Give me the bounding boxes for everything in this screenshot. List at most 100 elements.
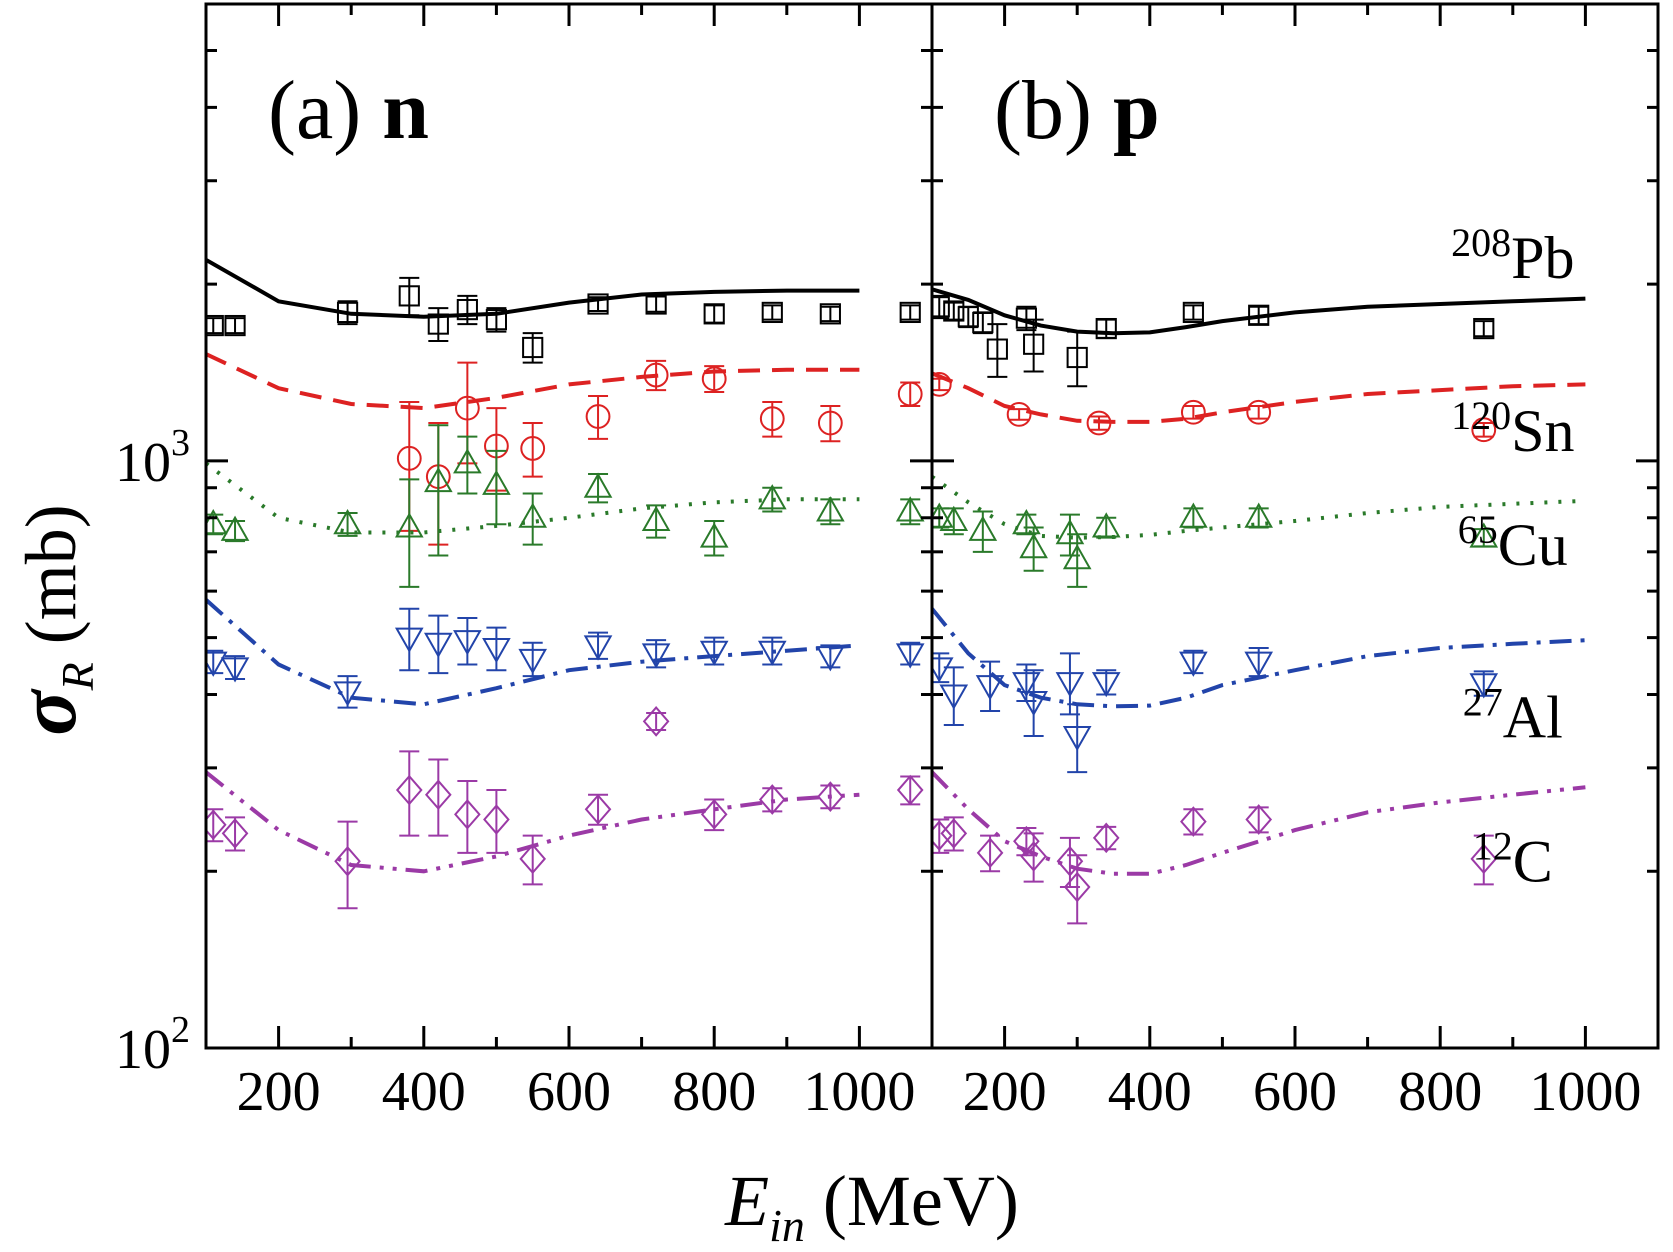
data-point-27Al xyxy=(1244,651,1274,677)
nuclide-label-120Sn: 120Sn xyxy=(1451,393,1574,464)
data-point-27Al xyxy=(1062,725,1092,752)
y-tick-base: 10 xyxy=(115,432,171,494)
data-point-120Sn xyxy=(585,404,611,429)
data-point-27Al xyxy=(333,681,362,707)
data-point-27Al xyxy=(1179,651,1208,677)
data-point-65Cu xyxy=(968,515,998,541)
x-tick-label: 200 xyxy=(963,1061,1047,1123)
data-point-12C xyxy=(758,784,786,815)
nuclide-symbol: Al xyxy=(1503,684,1563,750)
data-point-12C xyxy=(642,706,670,737)
x-axis-symbol: E xyxy=(724,1161,769,1241)
data-point-65Cu xyxy=(1012,509,1041,535)
curve-208Pb xyxy=(206,258,860,319)
data-point-120Sn xyxy=(1180,399,1206,425)
data-point-65Cu xyxy=(1019,532,1048,559)
data-point-208Pb xyxy=(398,285,420,307)
data-point-27Al xyxy=(1469,673,1499,699)
data-point-120Sn xyxy=(520,436,546,461)
y-tick-label: 103 xyxy=(115,422,190,494)
x-tick-label: 800 xyxy=(1398,1061,1482,1123)
x-tick-label: 1000 xyxy=(803,1061,915,1123)
data-point-208Pb xyxy=(932,296,950,318)
x-tick-label: 600 xyxy=(1253,1061,1337,1123)
data-point-12C xyxy=(1020,841,1047,872)
data-point-12C xyxy=(221,818,249,849)
data-point-12C xyxy=(454,799,481,830)
data-point-27Al xyxy=(394,627,424,653)
data-point-65Cu xyxy=(1179,502,1208,528)
data-point-65Cu xyxy=(1469,522,1499,548)
series-208Pb-b xyxy=(932,287,1586,388)
data-point-12C xyxy=(395,774,423,806)
x-tick-label: 600 xyxy=(527,1061,611,1123)
data-point-12C xyxy=(206,809,227,841)
data-point-120Sn xyxy=(759,406,785,432)
x-axis-subscript: in xyxy=(769,1200,805,1247)
data-point-27Al xyxy=(975,675,1005,701)
panel-data-a xyxy=(206,258,925,910)
data-point-12C xyxy=(940,818,968,849)
data-point-12C xyxy=(700,799,728,830)
data-point-65Cu xyxy=(453,448,482,474)
data-point-65Cu xyxy=(1062,543,1092,570)
data-point-27Al xyxy=(1055,672,1085,698)
x-axis-unit: (MeV) xyxy=(805,1161,1019,1241)
x-tick-label: 1000 xyxy=(1529,1061,1641,1123)
x-axis-title: Ein (MeV) xyxy=(724,1161,1019,1247)
data-point-27Al xyxy=(518,648,548,675)
panel-label-letter: n xyxy=(382,64,429,157)
panel-label-paren: (b) xyxy=(994,64,1113,157)
data-point-208Pb xyxy=(1023,333,1045,355)
data-point-208Pb xyxy=(1095,317,1117,340)
data-point-27Al xyxy=(699,640,729,666)
data-point-208Pb xyxy=(206,314,224,337)
data-point-65Cu xyxy=(641,505,671,531)
data-point-65Cu xyxy=(394,512,424,538)
nuclide-label-27Al: 27Al xyxy=(1463,679,1563,750)
nuclide-label-12C: 12C xyxy=(1473,824,1553,895)
x-tick-label: 200 xyxy=(237,1061,321,1123)
nuclide-mass-number: 120 xyxy=(1451,393,1511,438)
data-point-120Sn xyxy=(454,395,480,421)
nuclide-symbol: C xyxy=(1513,829,1553,895)
series-65Cu-b xyxy=(932,475,1586,588)
data-point-65Cu xyxy=(1055,519,1085,545)
data-point-208Pb xyxy=(761,301,783,324)
data-point-208Pb xyxy=(986,338,1008,360)
x-tick-label: 400 xyxy=(382,1061,466,1123)
data-point-12C xyxy=(1180,806,1207,837)
series-12C-b xyxy=(932,770,1586,925)
data-point-12C xyxy=(1470,843,1498,875)
data-point-208Pb xyxy=(456,298,478,321)
data-point-208Pb xyxy=(1473,317,1495,340)
nuclide-label-208Pb: 208Pb xyxy=(1451,220,1574,291)
data-point-208Pb xyxy=(1015,307,1037,329)
data-point-208Pb xyxy=(224,314,246,337)
data-point-208Pb xyxy=(522,336,544,359)
data-point-12C xyxy=(932,820,953,851)
y-tick-exponent: 3 xyxy=(171,422,190,464)
data-point-27Al xyxy=(424,632,453,658)
data-point-27Al xyxy=(1091,672,1121,698)
panel-label-letter: p xyxy=(1113,64,1160,157)
data-point-208Pb xyxy=(972,311,994,334)
data-point-65Cu xyxy=(699,522,729,548)
x-tick-label: 800 xyxy=(672,1061,756,1123)
data-point-12C xyxy=(1063,871,1091,903)
series-27Al-a xyxy=(206,598,925,709)
data-point-27Al xyxy=(816,646,845,672)
nuclide-symbol: Cu xyxy=(1498,512,1568,578)
data-point-208Pb xyxy=(427,313,449,335)
data-point-120Sn xyxy=(1086,410,1112,436)
data-point-12C xyxy=(519,843,547,875)
panel-label-b: (b) p xyxy=(994,64,1160,157)
data-point-120Sn xyxy=(1471,417,1497,443)
nuclide-symbol: Sn xyxy=(1511,398,1574,464)
y-tick-exponent: 2 xyxy=(171,1009,190,1051)
data-point-208Pb xyxy=(645,293,667,315)
data-point-208Pb xyxy=(1182,301,1204,324)
data-point-12C xyxy=(1245,804,1273,835)
nuclide-mass-number: 65 xyxy=(1458,507,1498,552)
